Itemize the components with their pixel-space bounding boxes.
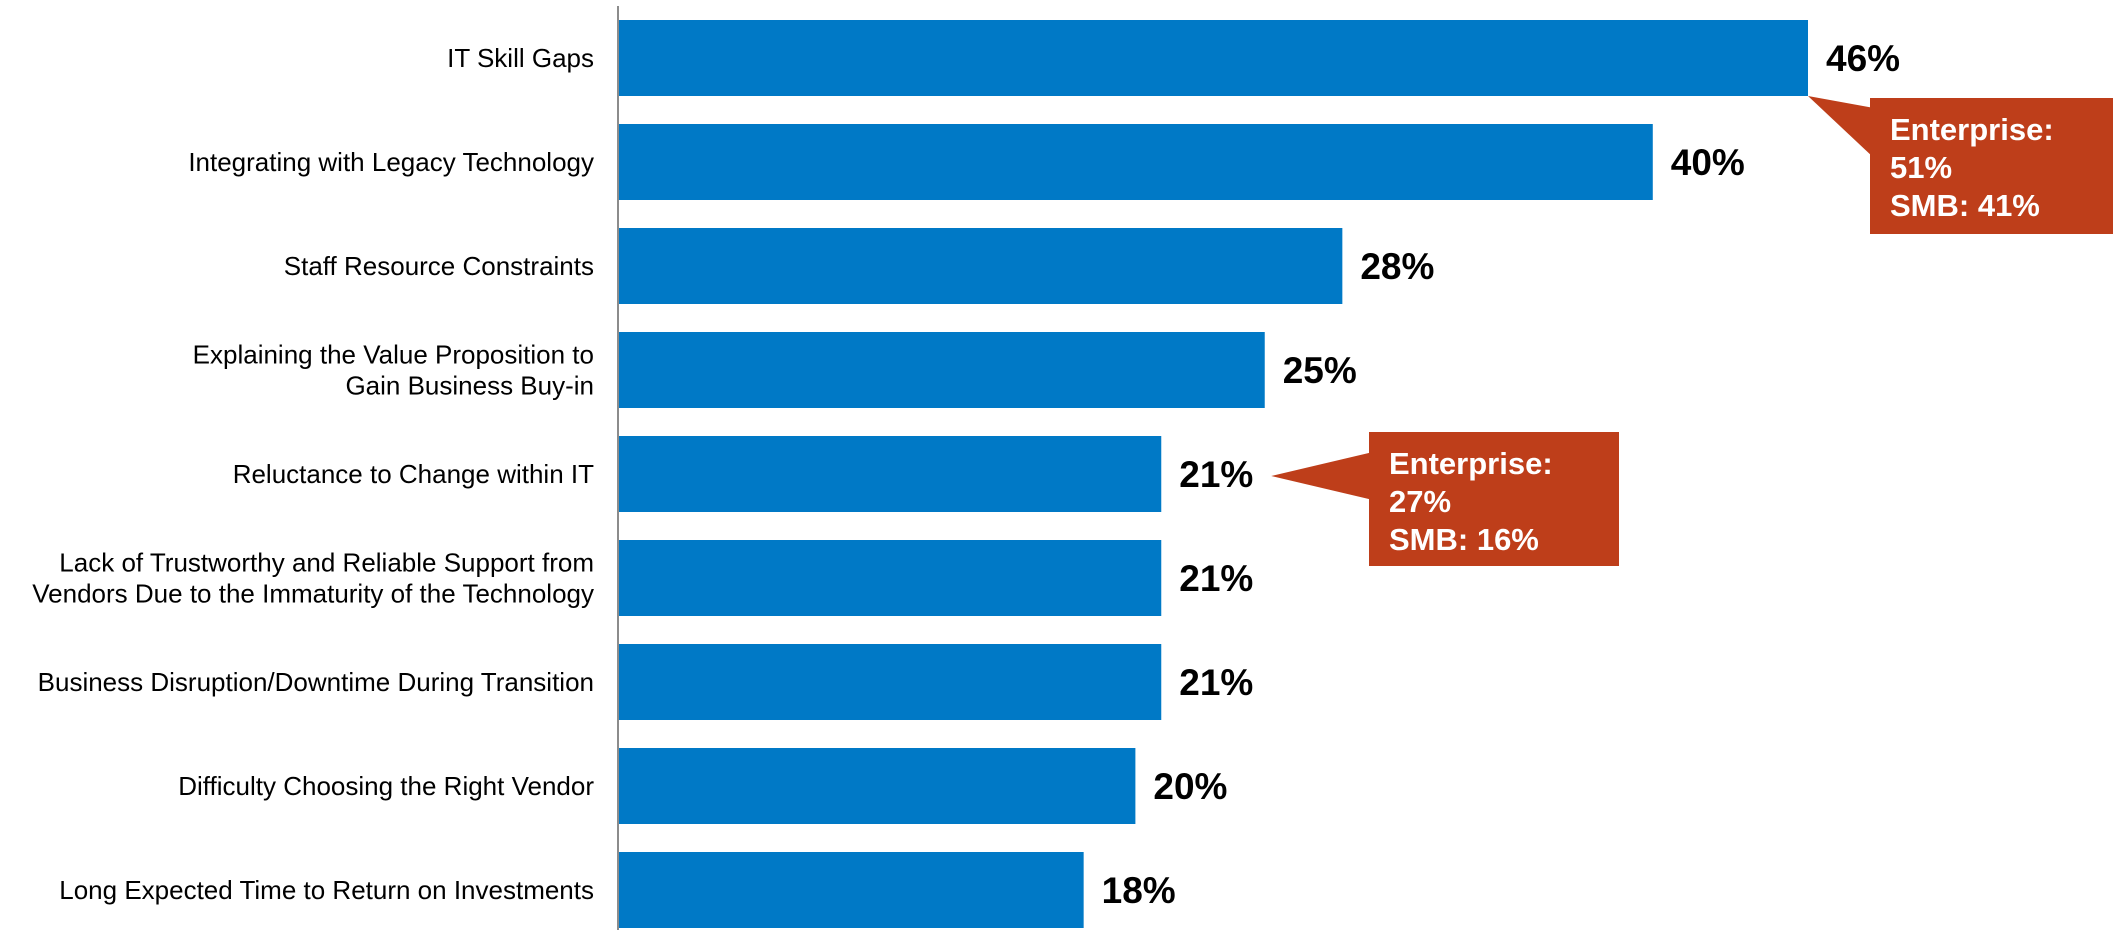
bar-3 [618,228,1343,304]
category-label-8: Difficulty Choosing the Right Vendor [178,771,594,801]
value-label-1: 46% [1826,38,1900,79]
callout-box-2 [1369,432,1619,566]
bar-7 [618,644,1162,720]
value-label-6: 21% [1179,558,1253,599]
value-label-4: 25% [1283,350,1357,391]
bar-2 [618,124,1653,200]
callout-text-2: Enterprise: 27% SMB: 16% [1389,446,1553,557]
category-label-3: Staff Resource Constraints [284,251,594,281]
value-label-2: 40% [1671,142,1745,183]
bar-8 [618,748,1136,824]
bar-4 [618,332,1265,408]
callouts-layer: Enterprise: 51% SMB: 41% Enterprise: 27% SMB:… [1271,96,2113,566]
category-label-7: Business Disruption/Downtime During Tran… [38,667,594,697]
category-label-2: Integrating with Legacy Technology [188,147,594,177]
value-label-5: 21% [1179,454,1253,495]
bar-9 [618,852,1084,928]
bar-5 [618,436,1162,512]
category-label-9: Long Expected Time to Return on Investme… [59,875,594,905]
value-label-3: 28% [1360,246,1434,287]
bar-6 [618,540,1162,616]
callout-pointer-2 [1271,452,1373,500]
category-label-1: IT Skill Gaps [447,43,594,73]
category-label-5: Reluctance to Change within IT [233,459,594,489]
value-label-9: 18% [1102,870,1176,911]
callout-pointer-1 [1808,96,1874,158]
value-label-8: 20% [1153,766,1227,807]
value-label-7: 21% [1179,662,1253,703]
bars-layer [618,20,1808,928]
labels-layer: IT Skill Gaps 46% Integrating with Legacy … [32,38,1900,911]
callout-text-1: Enterprise: 51% SMB: 41% [1890,112,2054,223]
category-label-6: Lack of Trustworthy and Reliable Support… [32,548,594,609]
bar-1 [618,20,1808,96]
callout-box-1 [1870,98,2113,234]
category-label-4: Explaining the Value Proposition to Gain … [193,340,594,401]
